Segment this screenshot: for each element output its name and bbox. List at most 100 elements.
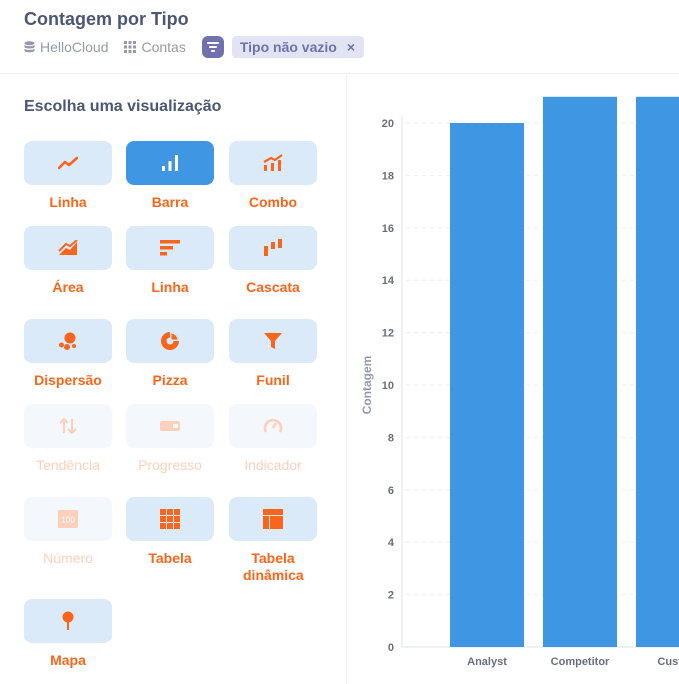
progress-icon [160,421,180,431]
viz-button-waterfall[interactable] [229,226,317,270]
viz-label: Cascata [246,279,300,295]
filter-label: Tipo não vazio [239,39,337,55]
header: Contagem por Tipo HelloCloud Contas Tip [0,0,679,74]
y-tick-label: 8 [388,432,394,444]
y-tick-label: 10 [382,380,394,392]
viz-label: Pizza [152,372,188,388]
viz-option-pivot[interactable]: Tabela dinâmica [229,497,317,584]
table-icon [160,509,180,529]
database-icon [24,41,35,53]
y-tick-label: 6 [388,485,394,497]
y-axis-label: Contagem [360,356,374,415]
viz-button-map[interactable] [24,599,112,643]
viz-button-gauge [229,404,317,448]
filter-icon [206,42,219,52]
area-chart-icon [58,240,78,255]
viz-option-table[interactable]: Tabela [126,497,214,567]
breadcrumb-database[interactable]: HelloCloud [24,39,108,55]
viz-button-scatter[interactable] [24,319,112,363]
y-tick-label: 2 [388,590,394,602]
viz-option-scatter[interactable]: Dispersão [24,319,112,389]
viz-button-pie[interactable] [126,319,214,363]
gauge-icon [263,418,283,433]
viz-label: Mapa [50,652,86,668]
panel-title: Escolha uma visualização [24,98,222,115]
viz-option-trend: Tendência [24,404,112,474]
waterfall-chart-icon [264,239,282,256]
viz-option-gauge: Indicador [229,404,317,474]
viz-button-combo[interactable] [229,141,317,185]
y-tick-label: 4 [388,537,395,549]
viz-option-combo[interactable]: Combo [229,141,317,211]
viz-option-bar[interactable]: Barra [126,141,214,211]
y-tick-label: 14 [382,275,395,287]
viz-label: Funil [256,372,290,388]
y-tick-label: 18 [382,170,394,182]
viz-option-row[interactable]: Linha [126,226,214,296]
scatter-chart-icon [59,332,76,350]
viz-option-progress: Progresso [126,404,214,474]
viz-label: Tabela dinâmica [243,550,304,583]
number-badge: 100 [61,516,75,525]
viz-label: Indicador [244,457,302,473]
pin-map-icon [62,611,74,630]
breadcrumb-table[interactable]: Contas [124,39,186,55]
bar-competitor[interactable] [543,96,617,648]
viz-button-table[interactable] [126,497,214,541]
viz-label: Linha [49,194,87,210]
viz-option-line[interactable]: Linha [24,141,112,211]
viz-label: Dispersão [34,372,102,388]
bar-custo[interactable] [636,96,679,648]
close-icon[interactable]: × [346,39,356,55]
number-icon: 100 [58,510,78,528]
table-name: Contas [141,39,186,55]
viz-option-funnel[interactable]: Funil [229,319,317,389]
bar-analyst[interactable] [450,123,524,647]
x-tick-label: Custo [657,656,679,668]
viz-button-funnel[interactable] [229,319,317,363]
trend-icon [59,418,77,434]
viz-button-progress [126,404,214,448]
viz-button-trend [24,404,112,448]
y-tick-label: 12 [382,328,394,340]
visualization-picker: Escolha uma visualização Linha Barra Com… [0,74,347,684]
viz-option-pie[interactable]: Pizza [126,319,214,389]
viz-button-pivot[interactable] [229,497,317,541]
viz-option-area[interactable]: Área [24,226,112,296]
filter-pill[interactable]: Tipo não vazio × [231,36,365,58]
viz-button-area[interactable] [24,226,112,270]
viz-label: Combo [248,194,298,210]
y-tick-label: 16 [382,223,394,235]
viz-option-waterfall[interactable]: Cascata [229,226,317,296]
viz-button-bar[interactable] [126,141,214,185]
viz-label: Número [43,550,93,566]
pie-chart-icon [161,332,179,350]
funnel-icon [264,333,282,349]
breadcrumb: HelloCloud Contas Tipo não vazio × [24,36,365,58]
viz-button-row[interactable] [126,226,214,270]
bar-chart: 0 2 4 6 8 10 12 14 16 18 20 Contagem Analyst Competit… [360,96,679,668]
x-tick-label: Competitor [551,656,610,668]
viz-label: Linha [151,279,189,295]
line-chart-icon [58,156,78,170]
row-chart-icon [160,240,180,256]
database-name: HelloCloud [40,39,109,55]
filter-button[interactable] [201,36,224,58]
table-grid-icon [124,41,137,53]
page-title: Contagem por Tipo [24,9,189,29]
bar-chart-icon [162,155,178,171]
viz-button-number: 100 [24,497,112,541]
pivot-table-icon [263,509,283,529]
chart-area: 0 2 4 6 8 10 12 14 16 18 20 Contagem Analyst Competit… [348,74,679,684]
viz-label: Barra [151,194,189,210]
y-tick-label: 20 [382,118,394,130]
viz-button-line[interactable] [24,141,112,185]
viz-label: Progresso [138,457,202,473]
combo-chart-icon [263,154,283,171]
viz-option-number: 100 Número [24,497,112,567]
viz-option-map[interactable]: Mapa [24,599,112,669]
y-tick-label: 0 [388,642,394,654]
viz-label: Tabela [148,550,192,566]
viz-label: Área [52,279,84,295]
x-tick-label: Analyst [467,656,507,668]
